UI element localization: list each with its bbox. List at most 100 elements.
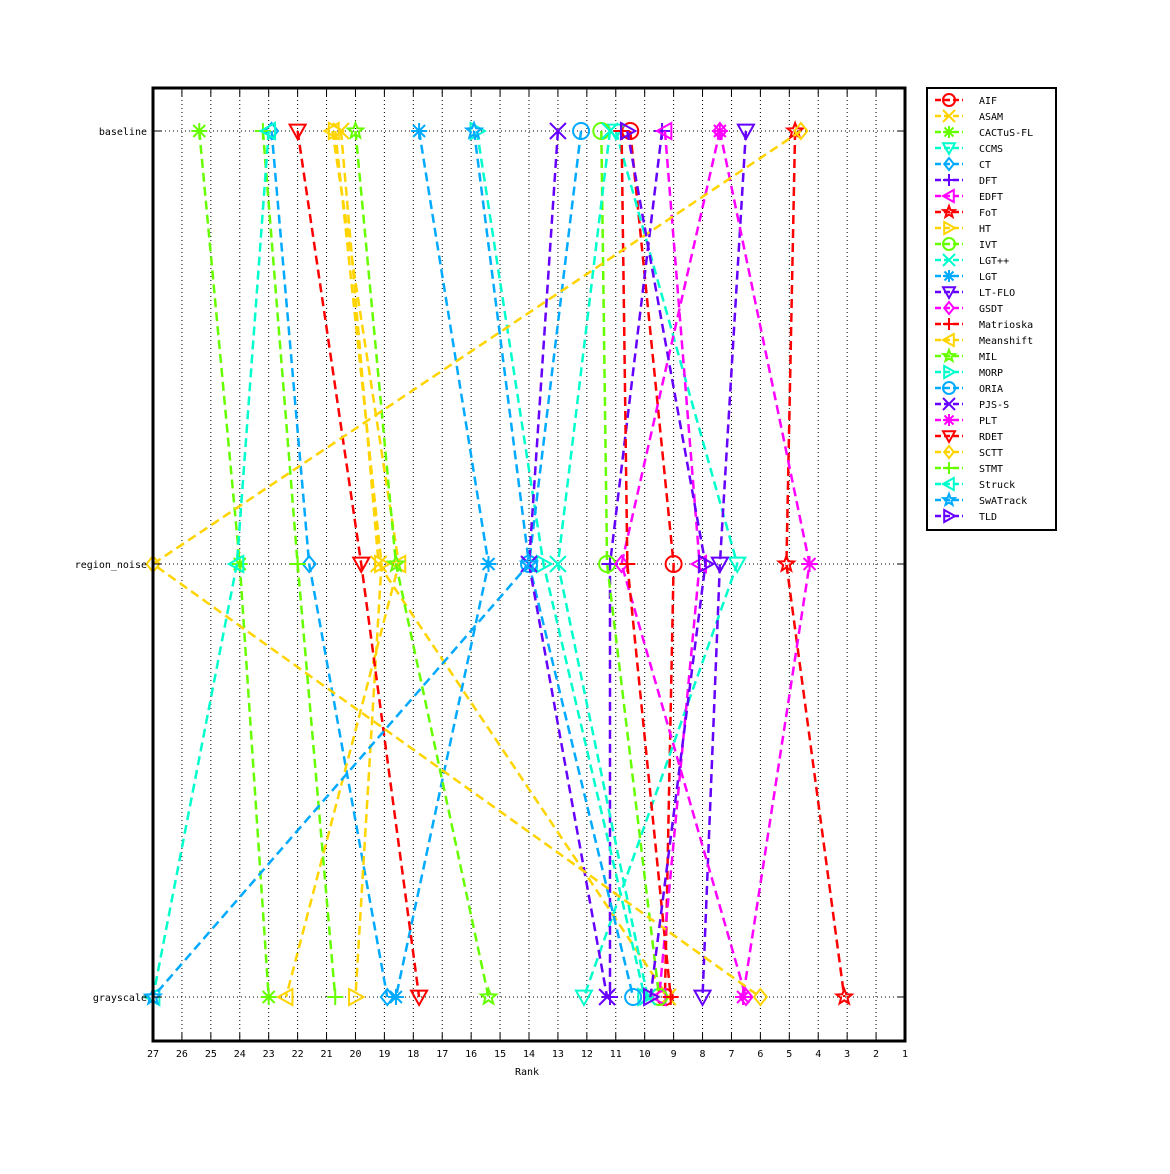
series-plt: [711, 123, 818, 1005]
data-point-ht-baseline: [327, 121, 346, 141]
series-rdet: [287, 123, 429, 1008]
series-ht: [327, 121, 392, 1007]
x-tick-label: 2: [873, 1049, 879, 1060]
legend-item-tld: TLD: [935, 508, 997, 524]
x-tick-label: 10: [639, 1049, 651, 1060]
legend-label: AIF: [979, 96, 997, 107]
legend-marker: [943, 318, 955, 330]
data-point-dft-grayscale: [601, 989, 618, 1005]
legend-item-swatrack: SwATrack: [935, 491, 1027, 508]
legend-marker: [942, 156, 956, 172]
data-point-aif-region-noise: [664, 555, 683, 573]
series-stmt: [254, 123, 344, 1005]
legend-marker: [942, 237, 956, 251]
legend-item-rdet: RDET: [935, 430, 1003, 445]
series-line-swatrack: [152, 130, 531, 998]
x-tick-label: 7: [728, 1049, 734, 1060]
data-point-cactus-fl-region-noise: [231, 556, 248, 572]
x-tick-label: 20: [349, 1049, 361, 1060]
data-point-lt-flo-baseline: [736, 123, 756, 142]
series-line-meanshift: [284, 130, 401, 998]
series-lt-flo: [692, 123, 756, 1008]
x-tick-label: 21: [321, 1049, 333, 1060]
legend-item-aif: AIF: [935, 93, 997, 107]
legend-marker: [940, 491, 958, 508]
data-point-fot-region-noise: [776, 553, 797, 573]
x-tick-label: 3: [844, 1049, 850, 1060]
legend-label: DFT: [979, 176, 997, 187]
legend-item-matrioska: Matrioska: [935, 318, 1033, 331]
legend-item-oria: ORIA: [935, 381, 1003, 395]
legend-marker: [942, 381, 956, 395]
data-point-meanshift-baseline: [322, 121, 340, 141]
legend-item-sctt: SCTT: [935, 444, 1003, 460]
data-point-struck-region-noise: [226, 554, 245, 574]
legend-marker: [942, 300, 956, 316]
legend-label: CCMS: [979, 144, 1003, 155]
series-lgt: [549, 122, 657, 1006]
x-tick-label: 23: [263, 1049, 275, 1060]
data-point-mil-baseline: [345, 120, 366, 140]
data-point-pjs-s-grayscale: [598, 988, 616, 1006]
legend-label: IVT: [979, 240, 997, 251]
legend-item-mil: MIL: [935, 347, 997, 364]
data-point-matrioska-grayscale: [662, 989, 679, 1005]
legend-marker: [942, 444, 956, 460]
legend-marker: [942, 253, 956, 267]
data-point-morp-grayscale: [637, 987, 655, 1007]
data-point-cactus-fl-baseline: [191, 123, 208, 139]
series-line-gsdt: [620, 130, 748, 998]
x-tick-label: 11: [610, 1049, 622, 1060]
series-line-fot: [785, 130, 846, 998]
legend-label: SCTT: [979, 448, 1003, 459]
legend-label: LGT++: [979, 256, 1009, 267]
data-point-oria-baseline: [572, 122, 591, 140]
data-point-plt-grayscale: [735, 989, 752, 1005]
data-point-plt-baseline: [711, 123, 728, 139]
x-tick-label: 6: [757, 1049, 763, 1060]
x-tick-label: 27: [147, 1049, 159, 1060]
series-sctt: [145, 121, 809, 1007]
legend-label: GSDT: [979, 304, 1003, 315]
legend-marker: [943, 364, 958, 380]
x-tick-label: 5: [786, 1049, 792, 1060]
series-line-sctt: [150, 129, 802, 999]
x-tick-label: 4: [815, 1049, 821, 1060]
series-swatrack: [142, 120, 540, 1006]
legend-label: Meanshift: [979, 336, 1033, 347]
x-tick-label: 22: [292, 1049, 304, 1060]
legend-item-fot: FoT: [935, 203, 997, 220]
data-point-lgt-baseline: [601, 122, 619, 140]
data-point-lgt-grayscale: [387, 989, 404, 1005]
data-point-rdet-grayscale: [409, 989, 429, 1008]
legend-label: RDET: [979, 432, 1003, 443]
legend-item-lgt: LGT: [935, 270, 997, 283]
data-point-lgt-region-noise: [480, 556, 497, 572]
data-point-tld-grayscale: [643, 987, 661, 1007]
category-label-region-noise: region_noise: [75, 560, 147, 571]
data-point-pjs-s-baseline: [549, 122, 567, 140]
legend-item-stmt: STMT: [935, 462, 1003, 475]
legend-marker: [943, 462, 955, 474]
series-line-matrioska: [620, 130, 672, 998]
x-tick-label: 14: [523, 1049, 535, 1060]
data-point-tld-baseline: [619, 121, 638, 141]
legend-marker: [943, 270, 955, 282]
series-line-rdet: [296, 130, 421, 998]
legend-label: EDFT: [979, 192, 1003, 203]
x-tick-label: 15: [494, 1049, 506, 1060]
legend-label: PLT: [979, 416, 997, 427]
legend-item-cactus-fl: CACTuS-FL: [935, 126, 1033, 139]
legend-label: LGT: [979, 272, 997, 283]
x-tick-label: 1: [902, 1049, 908, 1060]
series-layer: [142, 120, 855, 1008]
legend-item-pjs-s: PJS-S: [935, 397, 1009, 411]
series-line-ht: [333, 130, 383, 998]
data-point-oria-grayscale: [624, 988, 643, 1006]
data-point-gsdt-region-noise: [613, 554, 630, 574]
series-line-lt-flo: [701, 130, 748, 998]
legend-item-dft: DFT: [935, 174, 997, 187]
legend-marker: [940, 332, 955, 348]
legend-item-lt-flo: LT-FLO: [935, 286, 1015, 301]
legend-item-ccms: CCMS: [935, 142, 1003, 157]
